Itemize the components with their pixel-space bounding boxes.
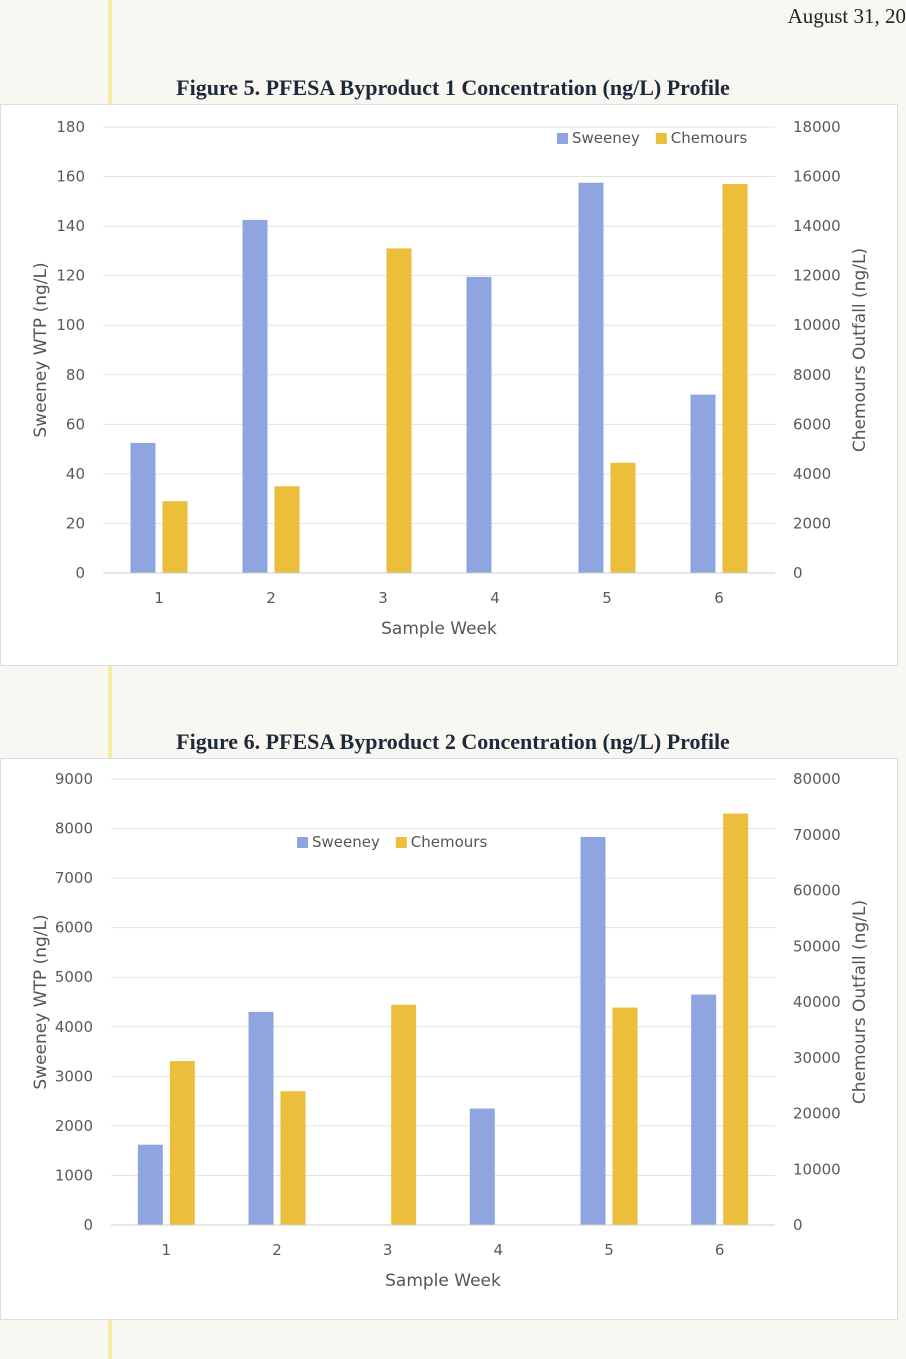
left-axis-tick-label: 60 [66, 415, 85, 433]
left-axis-tick-label: 3000 [55, 1067, 93, 1085]
right-axis-tick-label: 18000 [793, 118, 841, 136]
x-axis-tick-label: 4 [494, 1241, 504, 1259]
chemours-bar [162, 501, 188, 573]
left-axis-tick-label: 8000 [55, 820, 93, 838]
figure-5-svg: 0 20 40 60 80 100 120 140 160 180 0 2000 4000 6000 800… [31, 118, 870, 639]
figure-6-svg: 0 1000 2000 3000 4000 5000 6000 7000 8000 9000 0 10… [31, 770, 870, 1291]
sweeney-bar [578, 182, 604, 573]
page-date: August 31, 20 [787, 4, 906, 28]
x-axis-tick-label: 1 [154, 589, 164, 607]
sweeney-bar [248, 1011, 274, 1225]
left-axis-tick-label: 7000 [55, 869, 93, 887]
right-axis-tick-label: 40000 [793, 993, 841, 1011]
x-axis-tick-label: 4 [490, 589, 500, 607]
sweeney-bar [130, 442, 156, 573]
legend-label-chemours: Chemours [411, 833, 488, 851]
right-axis-tick-label: 10000 [793, 1160, 841, 1178]
right-y-axis-title: Chemours Outfall (ng/L) [850, 248, 870, 452]
left-axis-tick-label: 9000 [55, 770, 93, 788]
x-axis-title: Sample Week [385, 1271, 501, 1291]
chemours-bar [169, 1061, 195, 1225]
right-axis-tick-label: 20000 [793, 1105, 841, 1123]
left-axis-tick-label: 120 [56, 267, 85, 285]
right-axis-tick-label: 6000 [793, 415, 831, 433]
legend-swatch-chemours [655, 133, 667, 144]
x-axis-tick-label: 6 [714, 589, 724, 607]
left-y-axis-title: Sweeney WTP (ng/L) [31, 262, 51, 437]
chemours-bar [391, 1004, 417, 1225]
left-axis-tick-label: 180 [56, 118, 85, 136]
chemours-bar [280, 1091, 306, 1225]
left-axis-tick-label: 6000 [55, 919, 93, 937]
right-axis-tick-label: 50000 [793, 937, 841, 955]
left-axis-tick-label: 40 [66, 465, 85, 483]
left-axis-tick-label: 160 [56, 168, 85, 186]
x-axis-tick-label: 5 [604, 1241, 614, 1259]
legend-label-sweeney: Sweeney [572, 129, 640, 147]
margin-highlight [108, 0, 112, 1359]
legend-label-chemours: Chemours [671, 129, 748, 147]
left-axis-tick-label: 0 [75, 564, 85, 582]
right-axis-tick-label: 4000 [793, 465, 831, 483]
right-axis-tick-label: 30000 [793, 1049, 841, 1067]
legend-swatch-chemours [395, 837, 407, 848]
left-axis-tick-label: 100 [56, 316, 85, 334]
right-y-axis-title: Chemours Outfall (ng/L) [850, 900, 870, 1104]
legend-swatch-sweeney [557, 133, 568, 144]
x-axis-tick-label: 3 [383, 1241, 393, 1259]
right-axis-tick-label: 80000 [793, 770, 841, 788]
x-axis-tick-label: 2 [272, 1241, 282, 1259]
right-axis-tick-label: 8000 [793, 366, 831, 384]
chemours-bar [612, 1007, 638, 1225]
figure-5-chart: 0 20 40 60 80 100 120 140 160 180 0 2000 4000 6000 800… [0, 104, 898, 666]
right-axis-tick-label: 14000 [793, 217, 841, 235]
legend-swatch-sweeney [297, 837, 308, 848]
right-axis-tick-label: 0 [793, 1216, 803, 1234]
chemours-bar [723, 813, 749, 1225]
legend-label-sweeney: Sweeney [312, 833, 380, 851]
x-axis-tick-label: 2 [266, 589, 276, 607]
left-axis-tick-label: 80 [66, 366, 85, 384]
left-y-axis-title: Sweeney WTP (ng/L) [31, 914, 51, 1089]
right-axis-tick-label: 10000 [793, 316, 841, 334]
sweeney-bar [469, 1108, 495, 1225]
left-axis-tick-label: 0 [83, 1216, 93, 1234]
right-axis-tick-label: 0 [793, 564, 803, 582]
right-axis-tick-label: 2000 [793, 514, 831, 532]
chemours-bar [274, 486, 300, 573]
left-axis-tick-label: 4000 [55, 1018, 93, 1036]
sweeney-bar [466, 276, 492, 573]
left-axis-tick-label: 1000 [55, 1166, 93, 1184]
figure-6-title: Figure 6. PFESA Byproduct 2 Concentratio… [176, 729, 730, 754]
left-axis-tick-label: 5000 [55, 968, 93, 986]
right-axis-tick-label: 60000 [793, 882, 841, 900]
figure-6-chart: 0 1000 2000 3000 4000 5000 6000 7000 8000 9000 0 10… [0, 758, 898, 1320]
x-axis-tick-label: 5 [602, 589, 612, 607]
x-axis-tick-label: 1 [162, 1241, 172, 1259]
chemours-bar [610, 462, 636, 573]
x-axis-title: Sample Week [381, 619, 497, 639]
figure-5-title: Figure 5. PFESA Byproduct 1 Concentratio… [176, 75, 730, 100]
sweeney-bar [691, 994, 717, 1225]
chemours-bar [722, 183, 748, 573]
x-axis-tick-label: 3 [378, 589, 388, 607]
sweeney-bar [690, 394, 716, 573]
sweeney-bar [580, 836, 606, 1225]
chemours-bar [386, 248, 412, 573]
right-axis-tick-label: 16000 [793, 168, 841, 186]
right-axis-tick-label: 12000 [793, 267, 841, 285]
left-axis-tick-label: 20 [66, 514, 85, 532]
left-axis-tick-label: 140 [56, 217, 85, 235]
right-axis-tick-label: 70000 [793, 826, 841, 844]
x-axis-tick-label: 6 [715, 1241, 725, 1259]
sweeney-bar [137, 1144, 163, 1225]
sweeney-bar [242, 219, 268, 573]
left-axis-tick-label: 2000 [55, 1117, 93, 1135]
